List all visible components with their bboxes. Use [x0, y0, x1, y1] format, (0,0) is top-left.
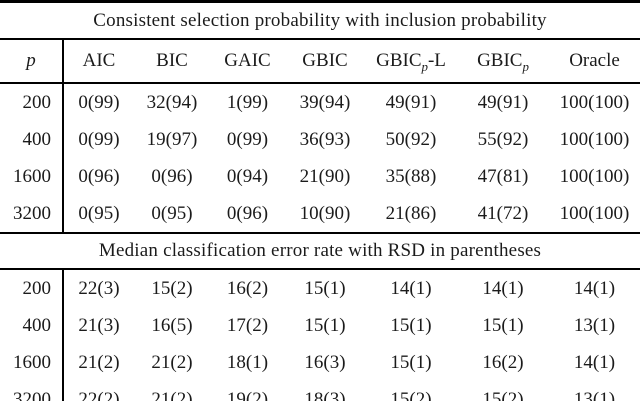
table-cell: 15(2)	[390, 388, 432, 401]
table-cell: 0(94)	[226, 165, 269, 187]
section1-title-row: Consistent selection probability with in…	[0, 1, 640, 40]
table-cell: 15(1)	[304, 277, 346, 299]
column-header-gbicp: GBICp	[457, 39, 549, 84]
column-header-gaic: GAIC	[210, 39, 285, 84]
section2-title-row: Median classification error rate with RS…	[0, 232, 640, 270]
column-header-aic: AIC	[63, 39, 134, 84]
table-cell: 14(1)	[573, 351, 616, 373]
table-cell: 15(1)	[390, 351, 432, 373]
table-cell: 35(88)	[385, 165, 437, 187]
table-cell: 15(1)	[304, 314, 346, 336]
table-row-s1-p3200: 3200 0(95) 0(95) 0(96) 10(90) 21(86) 41(…	[0, 195, 640, 233]
column-header-gbicp-l: GBICp-L	[365, 39, 457, 84]
table-cell: 17(2)	[226, 314, 269, 336]
table-cell: 0(95)	[78, 202, 120, 224]
table-cell: 14(1)	[573, 277, 616, 299]
table-cell: 49(91)	[477, 91, 529, 113]
table-cell: 14(1)	[482, 277, 524, 299]
table-cell: 22(3)	[78, 277, 120, 299]
table-cell: 41(72)	[477, 202, 529, 224]
table-row-s1-p400: 400 0(99) 19(97) 0(99) 36(93) 50(92) 55(…	[0, 121, 640, 158]
table-cell: 0(99)	[78, 128, 120, 150]
table-cell: 36(93)	[299, 128, 351, 150]
column-header-bic: BIC	[134, 39, 210, 84]
table-cell: 21(2)	[151, 388, 193, 401]
p-value-cell: 200	[0, 83, 64, 121]
table-cell: 100(100)	[559, 202, 630, 224]
p-value-cell: 400	[0, 121, 64, 158]
p-value-cell: 1600	[0, 158, 64, 195]
table-cell: 39(94)	[299, 91, 351, 113]
table-cell: 47(81)	[477, 165, 529, 187]
p-value-cell: 400	[0, 307, 64, 344]
table-row-s1-p1600: 1600 0(96) 0(96) 0(94) 21(90) 35(88) 47(…	[0, 158, 640, 195]
table-cell: 50(92)	[385, 128, 437, 150]
p-value-cell: 3200	[0, 195, 64, 233]
table-row-s2-p1600: 1600 21(2) 21(2) 18(1) 16(3) 15(1) 16(2)…	[0, 344, 640, 381]
table-cell: 15(2)	[482, 388, 524, 401]
table-cell: 18(3)	[304, 388, 346, 401]
table-cell: 0(95)	[151, 202, 193, 224]
table-cell: 14(1)	[390, 277, 432, 299]
table-cell: 0(99)	[78, 91, 120, 113]
p-value-cell: 1600	[0, 344, 64, 381]
table-cell: 10(90)	[299, 202, 351, 224]
table-cell: 15(1)	[390, 314, 432, 336]
table-cell: 19(2)	[226, 388, 269, 401]
table-cell: 16(5)	[151, 314, 193, 336]
table-cell: 15(2)	[151, 277, 193, 299]
table-cell: 21(90)	[299, 165, 351, 187]
section2-title: Median classification error rate with RS…	[0, 232, 640, 270]
table-cell: 15(1)	[482, 314, 524, 336]
table-cell: 13(1)	[573, 388, 616, 401]
table-cell: 32(94)	[146, 91, 198, 113]
table-cell: 21(3)	[78, 314, 120, 336]
table-row-s2-p200: 200 22(3) 15(2) 16(2) 15(1) 14(1) 14(1) …	[0, 269, 640, 307]
table-cell: 1(99)	[226, 91, 269, 113]
table-cell: 100(100)	[559, 91, 630, 113]
p-math-symbol: p	[26, 50, 36, 71]
table-row-s2-p3200: 3200 22(2) 21(2) 19(2) 18(3) 15(2) 15(2)…	[0, 381, 640, 401]
table-cell: 0(99)	[226, 128, 269, 150]
p-value-cell: 3200	[0, 381, 64, 401]
column-header-oracle: Oracle	[549, 39, 640, 84]
table-cell: 16(2)	[226, 277, 269, 299]
table-cell: 19(97)	[146, 128, 198, 150]
column-header-gbic: GBIC	[285, 39, 365, 84]
table-cell: 21(2)	[78, 351, 120, 373]
table-header-row: p AIC BIC GAIC GBIC GBICp-L GBICp Oracle	[0, 39, 640, 84]
section1-title: Consistent selection probability with in…	[0, 1, 640, 40]
p-value-cell: 200	[0, 269, 64, 307]
table-cell: 0(96)	[226, 202, 269, 224]
table-row-s1-p200: 200 0(99) 32(94) 1(99) 39(94) 49(91) 49(…	[0, 83, 640, 121]
table-cell: 18(1)	[226, 351, 269, 373]
table-cell: 100(100)	[559, 128, 630, 150]
table-row-s2-p400: 400 21(3) 16(5) 17(2) 15(1) 15(1) 15(1) …	[0, 307, 640, 344]
table-cell: 100(100)	[559, 165, 630, 187]
table-cell: 22(2)	[78, 388, 120, 401]
table-cell: 0(96)	[78, 165, 120, 187]
table-cell: 55(92)	[477, 128, 529, 150]
table-cell: 16(2)	[482, 351, 524, 373]
table-cell: 0(96)	[151, 165, 193, 187]
table-cell: 49(91)	[385, 91, 437, 113]
column-header-p: p	[0, 39, 64, 84]
table-cell: 13(1)	[573, 314, 616, 336]
table-cell: 21(2)	[151, 351, 193, 373]
table-cell: 16(3)	[304, 351, 346, 373]
table-cell: 21(86)	[385, 202, 437, 224]
